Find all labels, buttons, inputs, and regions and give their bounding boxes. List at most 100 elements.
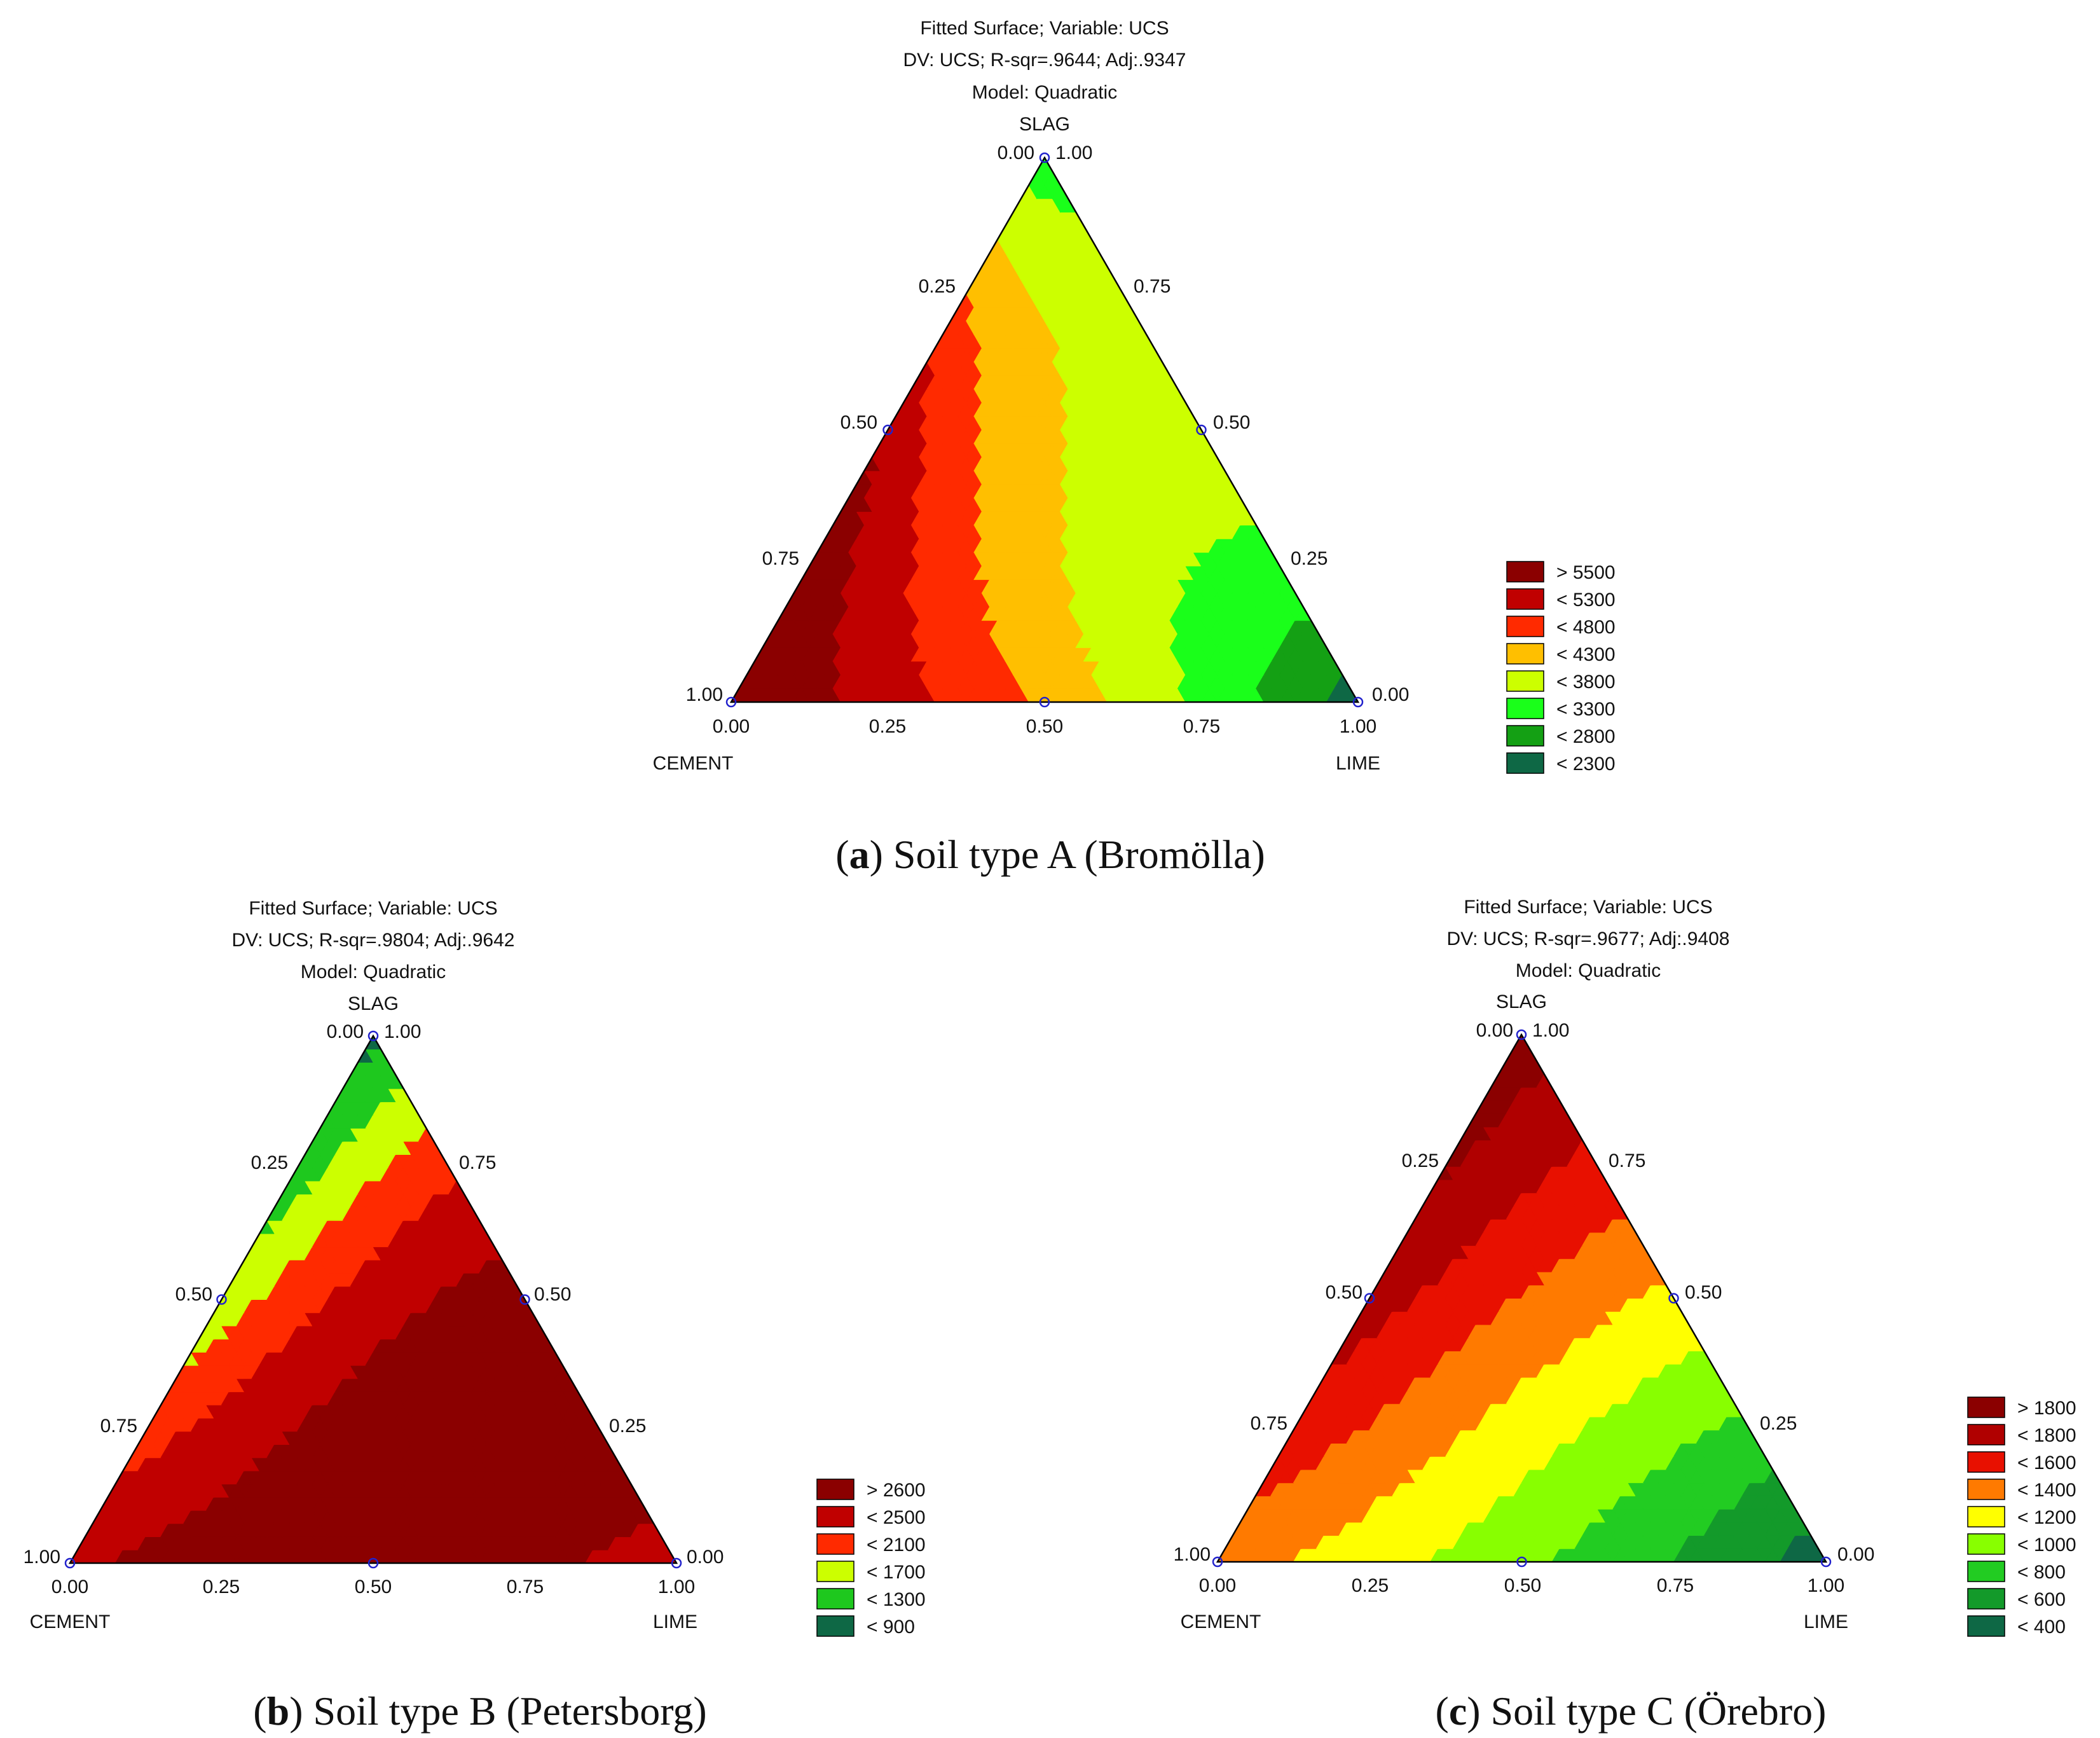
design-point (216, 1294, 227, 1305)
chart-b-tick-right-050: 0.50 (534, 1284, 571, 1305)
design-point (519, 1294, 530, 1305)
chart-b-axis-label-top: SLAG (348, 993, 399, 1014)
chart-b-contour-surface (69, 1035, 677, 1564)
design-point (1196, 424, 1207, 436)
legend-swatch (1967, 1533, 2005, 1555)
chart-c-tick-bottom-000: 0.00 (1199, 1575, 1236, 1596)
legend-swatch (1967, 1479, 2005, 1500)
legend-label: < 1200 (2017, 1507, 2076, 1528)
design-point (367, 1030, 379, 1042)
legend-swatch (816, 1506, 854, 1528)
legend-label: < 2300 (1556, 754, 1616, 775)
chart-a-tick-labels: 0.00 1.00 0.25 0.50 0.75 1.00 0.75 0.50 … (686, 142, 1410, 737)
chart-b-tick-left-075: 0.75 (100, 1416, 137, 1437)
legend-label: > 2600 (867, 1480, 926, 1501)
legend-label: < 4300 (1556, 644, 1616, 665)
chart-b-tick-bottom-075: 0.75 (507, 1576, 544, 1597)
design-point (1668, 1293, 1679, 1304)
design-point (1039, 152, 1050, 163)
chart-b-tick-right-000: 0.00 (687, 1547, 724, 1568)
legend-swatch (1506, 561, 1544, 583)
chart-a-tick-right-025: 0.25 (1291, 548, 1328, 569)
chart-a-tick-top-right: 1.00 (1055, 142, 1092, 163)
legend-label: < 4800 (1556, 617, 1616, 638)
chart-a-tick-bottom-000: 0.00 (713, 716, 750, 737)
legend-label: < 1800 (2017, 1425, 2076, 1446)
chart-c-tick-right-025: 0.25 (1760, 1413, 1797, 1434)
chart-a-contour-surface (731, 156, 1359, 703)
legend-swatch (816, 1561, 854, 1582)
chart-c-legend: > 1800< 1800< 1600< 1400< 1200< 1000< 80… (1967, 1397, 2076, 1638)
chart-c-tick-labels: 0.00 1.00 0.25 0.50 0.75 1.00 0.75 0.50 … (1174, 1020, 1875, 1596)
chart-b-tick-left-050: 0.50 (175, 1284, 212, 1305)
design-point (1352, 696, 1364, 708)
chart-b-caption-text: Soil type B (Petersborg) (303, 1688, 707, 1734)
legend-swatch (1506, 698, 1544, 719)
chart-b-tick-labels: 0.00 1.00 0.25 0.50 0.75 1.00 0.75 0.50 … (24, 1021, 724, 1597)
chart-c-tick-right-050: 0.50 (1685, 1282, 1722, 1303)
chart-a-tick-left-050: 0.50 (841, 412, 877, 433)
legend-label: < 1400 (2017, 1480, 2076, 1501)
design-point (725, 696, 737, 708)
contour-cell (1036, 156, 1053, 172)
chart-c-tick-bottom-050: 0.50 (1504, 1575, 1541, 1596)
chart-c-tick-top-right: 1.00 (1532, 1020, 1569, 1041)
contour-cell (1513, 1034, 1530, 1049)
chart-c-tick-right-000: 0.00 (1837, 1544, 1874, 1565)
panel-b: Fitted Surface; Variable: UCS DV: UCS; R… (24, 898, 926, 1734)
chart-c-title-line-1: Fitted Surface; Variable: UCS (1464, 897, 1712, 918)
chart-c-contour-surface (1217, 1034, 1827, 1563)
legend-label: < 3300 (1556, 699, 1616, 720)
chart-b-tick-left-025: 0.25 (251, 1152, 288, 1173)
chart-c-caption: (c) Soil type C (Örebro) (1436, 1688, 1827, 1734)
design-point (1039, 696, 1050, 708)
legend-swatch (1506, 616, 1544, 637)
design-point (671, 1557, 682, 1569)
panel-c: Fitted Surface; Variable: UCS DV: UCS; R… (1174, 897, 2076, 1734)
legend-swatch (1967, 1561, 2005, 1582)
legend-label: < 2100 (867, 1535, 926, 1555)
legend-swatch (1967, 1451, 2005, 1473)
chart-a-tick-top-left: 0.00 (998, 142, 1034, 163)
chart-c-caption-text: Soil type C (Örebro) (1481, 1688, 1827, 1734)
legend-swatch (1506, 670, 1544, 692)
chart-b-caption-letter: b (267, 1688, 290, 1734)
chart-b-axis-label-left: CEMENT (30, 1611, 111, 1632)
chart-b-title-line-1: Fitted Surface; Variable: UCS (249, 898, 497, 919)
legend-swatch (1967, 1615, 2005, 1637)
legend-swatch (1506, 725, 1544, 747)
chart-c-axis-label-right: LIME (1804, 1611, 1848, 1632)
chart-b-design-points (64, 1030, 682, 1569)
legend-label: < 900 (867, 1617, 915, 1638)
chart-c-tick-left-050: 0.50 (1326, 1282, 1362, 1303)
legend-label: < 2800 (1556, 726, 1616, 747)
chart-a-tick-left-025: 0.25 (919, 276, 956, 297)
chart-b-tick-right-025: 0.25 (609, 1416, 646, 1437)
chart-a-tick-bottom-075: 0.75 (1183, 716, 1220, 737)
legend-label: < 400 (2017, 1617, 2066, 1638)
legend-label: < 1300 (867, 1589, 926, 1610)
chart-b-tick-bottom-025: 0.25 (203, 1576, 240, 1597)
chart-a-tick-right-000: 0.00 (1372, 684, 1409, 705)
chart-c-tick-bottom-100: 1.00 (1808, 1575, 1844, 1596)
legend-label: < 800 (2017, 1562, 2066, 1583)
design-point (1516, 1029, 1527, 1040)
chart-b-tick-bottom-000: 0.00 (51, 1576, 88, 1597)
chart-a-title-line-3: Model: Quadratic (972, 82, 1117, 103)
legend-swatch (1506, 752, 1544, 774)
chart-b-tick-bottom-050: 0.50 (355, 1576, 392, 1597)
chart-c-tick-bottom-025: 0.25 (1352, 1575, 1389, 1596)
legend-label: < 1600 (2017, 1452, 2076, 1473)
chart-a-design-points (725, 152, 1364, 708)
legend-label: < 5300 (1556, 590, 1616, 610)
legend-label: < 3800 (1556, 672, 1616, 693)
chart-c-triangle-outline (1216, 1033, 1828, 1563)
design-point (882, 424, 893, 436)
chart-a-tick-left-075: 0.75 (762, 548, 799, 569)
chart-b-legend: > 2600< 2500< 2100< 1700< 1300< 900 (816, 1479, 926, 1638)
chart-a-tick-right-075: 0.75 (1134, 276, 1170, 297)
chart-b-triangle-outline (68, 1034, 678, 1564)
legend-label: < 600 (2017, 1589, 2066, 1610)
design-point (1364, 1293, 1375, 1304)
chart-a-tick-left-100: 1.00 (686, 684, 723, 705)
